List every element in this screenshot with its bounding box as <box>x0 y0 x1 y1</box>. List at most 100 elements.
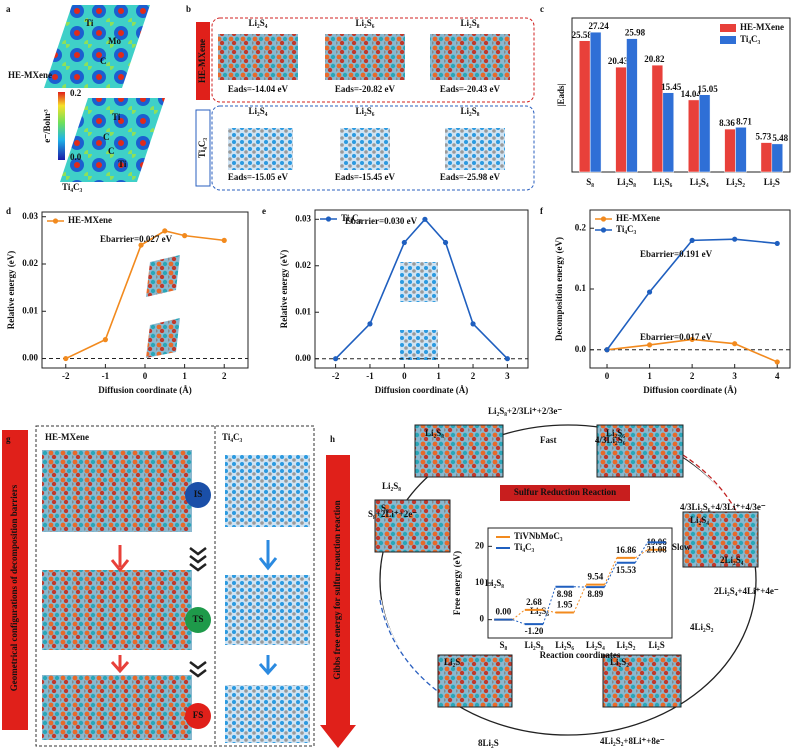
value-label: 15.45 <box>661 82 682 92</box>
y-tick-label: 0.2 <box>575 222 587 232</box>
energy: Eads=-20.82 eV <box>335 84 396 94</box>
x-tick-label: S₈ <box>586 177 594 187</box>
point <box>221 237 227 243</box>
annotation: Ebarrier=0.191 eV <box>640 249 713 259</box>
colorbar-label: 0.0 <box>70 152 82 162</box>
y-tick-label: 0.02 <box>295 260 311 270</box>
y-axis-label: |Eads| <box>556 83 566 106</box>
y-tick-label: 0.1 <box>575 283 587 293</box>
equation: 4/3Li₂S₆+4/3Li⁺+4/3e⁻ <box>680 502 766 512</box>
connector <box>573 584 587 613</box>
point <box>689 336 695 343</box>
point <box>646 342 653 348</box>
inset-label: Li₂S₈ <box>485 578 504 588</box>
panel-label: h <box>330 434 335 444</box>
value-label: 20.43 <box>608 56 629 66</box>
connector <box>542 586 556 625</box>
point <box>774 359 780 365</box>
point <box>182 233 188 239</box>
point <box>422 216 428 222</box>
x-tick-label: 1 <box>182 371 187 381</box>
legend-label: Ti₄C₃ <box>740 34 761 44</box>
value-label: -1.20 <box>525 626 544 636</box>
box-label: S₈ <box>381 503 389 513</box>
colorbar-label: 0.2 <box>70 88 82 98</box>
x-tick-label: 0 <box>605 371 610 381</box>
value-label: 8.98 <box>557 589 573 599</box>
connector <box>604 557 618 585</box>
series-line <box>606 338 778 363</box>
y-tick-label: 0.01 <box>22 305 38 315</box>
slab <box>218 34 298 80</box>
energy: Eads=-15.45 eV <box>335 172 396 182</box>
atom-label: Ti <box>112 112 121 122</box>
value-label: 16.86 <box>616 545 637 555</box>
x-tick-label: -1 <box>102 371 110 381</box>
species: Li₂S₄ <box>249 18 268 28</box>
bar <box>760 142 773 173</box>
y-axis-label: Decomposition energy (eV) <box>554 237 564 341</box>
x-tick-label: Li₂S₈ <box>617 177 636 187</box>
equation: 4Li₂S₂+8Li⁺+8e⁻ <box>600 736 665 746</box>
equation: Li₂S₈+2/3Li⁺+2/3e⁻ <box>488 406 562 416</box>
x-tick-label: -1 <box>366 371 374 381</box>
atom-label: C <box>100 56 107 66</box>
x-tick-label: 3 <box>505 371 510 381</box>
slab <box>42 570 192 650</box>
x-tick-label: Li₂S₄ <box>586 640 605 650</box>
atom-label: C <box>108 146 115 156</box>
legend-label: Ti₄C₃ <box>341 213 362 223</box>
x-tick-label: 3 <box>732 371 737 381</box>
arrow <box>110 545 130 674</box>
inset-bg <box>470 515 680 665</box>
x-tick-label: Li₂S₈ <box>525 640 544 650</box>
banner <box>320 455 356 748</box>
x-axis-label: Diffusion coordinate (Å) <box>375 385 469 395</box>
row-label: Ti₄C₃ <box>62 182 83 192</box>
center-tag <box>500 485 630 501</box>
y-tick-label: 0.03 <box>22 211 38 221</box>
colorbar-unit: e⁻/Bohr³ <box>42 109 52 143</box>
atom-label: C <box>103 132 110 142</box>
point <box>367 321 373 327</box>
legend-label: TiVNbMoC₃ <box>514 531 563 541</box>
x-axis-label: Reaction coordinates <box>540 650 621 660</box>
legend-label: HE-MXene <box>68 215 112 225</box>
bar <box>698 94 711 173</box>
panel-label: g <box>6 434 11 444</box>
bar <box>615 66 627 173</box>
point <box>162 228 168 234</box>
x-tick-label: Li₂S₆ <box>555 640 574 650</box>
x-tick-label: 2 <box>222 371 227 381</box>
y-tick-label: 0.03 <box>295 213 311 223</box>
x-tick-label: 1 <box>436 371 441 381</box>
slab <box>340 128 390 170</box>
x-tick-label: S₈ <box>499 640 507 650</box>
y-axis-label: Relative energy (eV) <box>279 250 289 328</box>
x-tick-label: Li₂S₂ <box>726 177 745 187</box>
state: FS <box>193 710 204 720</box>
y-tick-label: 10 <box>475 577 485 587</box>
species: Li₂S₆ <box>356 18 375 28</box>
point <box>732 341 738 347</box>
y-tick-label: 0.00 <box>22 353 38 363</box>
equation: Li₂S₈ <box>382 481 401 491</box>
value-label: 25.98 <box>625 28 646 38</box>
point <box>774 240 780 247</box>
group-frame <box>211 17 535 103</box>
box-label: Li₂S₆ <box>606 428 625 438</box>
value-label: 9.54 <box>587 572 603 582</box>
x-axis-label: Diffusion coordinate (Å) <box>643 385 737 395</box>
panel-label: a <box>6 4 11 14</box>
point <box>732 236 738 242</box>
point <box>401 239 407 246</box>
state-box <box>682 511 759 568</box>
x-tick-label: 0 <box>143 371 148 381</box>
value-label: 15.05 <box>697 84 718 94</box>
point <box>333 356 339 362</box>
state-badge <box>185 607 211 633</box>
box-label: Li₂S₈ <box>425 428 444 438</box>
bar <box>579 40 591 173</box>
decoration <box>2 5 759 748</box>
connector <box>634 549 648 559</box>
